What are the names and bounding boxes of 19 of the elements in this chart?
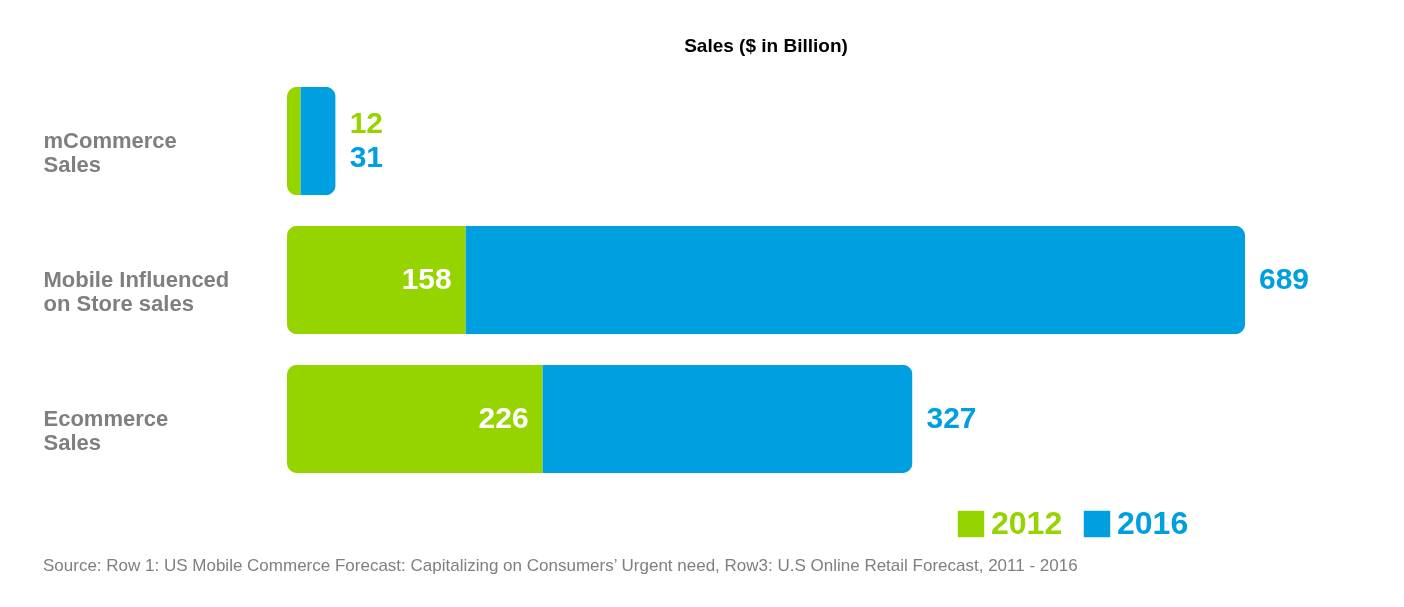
data-label: 158 [401, 262, 452, 295]
y-tick-label: Mobile Influenced on Store sales [43, 267, 230, 316]
bar [287, 364, 543, 474]
data-label: 689 [1259, 262, 1310, 295]
data-label: 226 [478, 400, 529, 434]
data-label: 327 [926, 400, 977, 434]
y-tick-label: Ecommerce Sales [43, 405, 169, 455]
bar [287, 225, 466, 335]
chart-title: Sales ($ in Billion) [684, 35, 848, 56]
source-note: Source: Row 1: US Mobile Commerce Forecast: Capitalizing on Consumers’ Urgent need, Row3: U.S Online Retail Forecast, 2011 - 2016 [43, 555, 1079, 577]
bar [465, 225, 1245, 335]
bar [300, 86, 336, 196]
legend-label: 2016 [1117, 505, 1189, 541]
y-tick-label: mCommerce Sales [43, 128, 177, 178]
legend-label: 2012 [991, 505, 1063, 541]
data-label: 12 [349, 106, 384, 140]
data-label: 31 [349, 140, 384, 174]
bar [542, 364, 913, 474]
bar [287, 86, 301, 196]
